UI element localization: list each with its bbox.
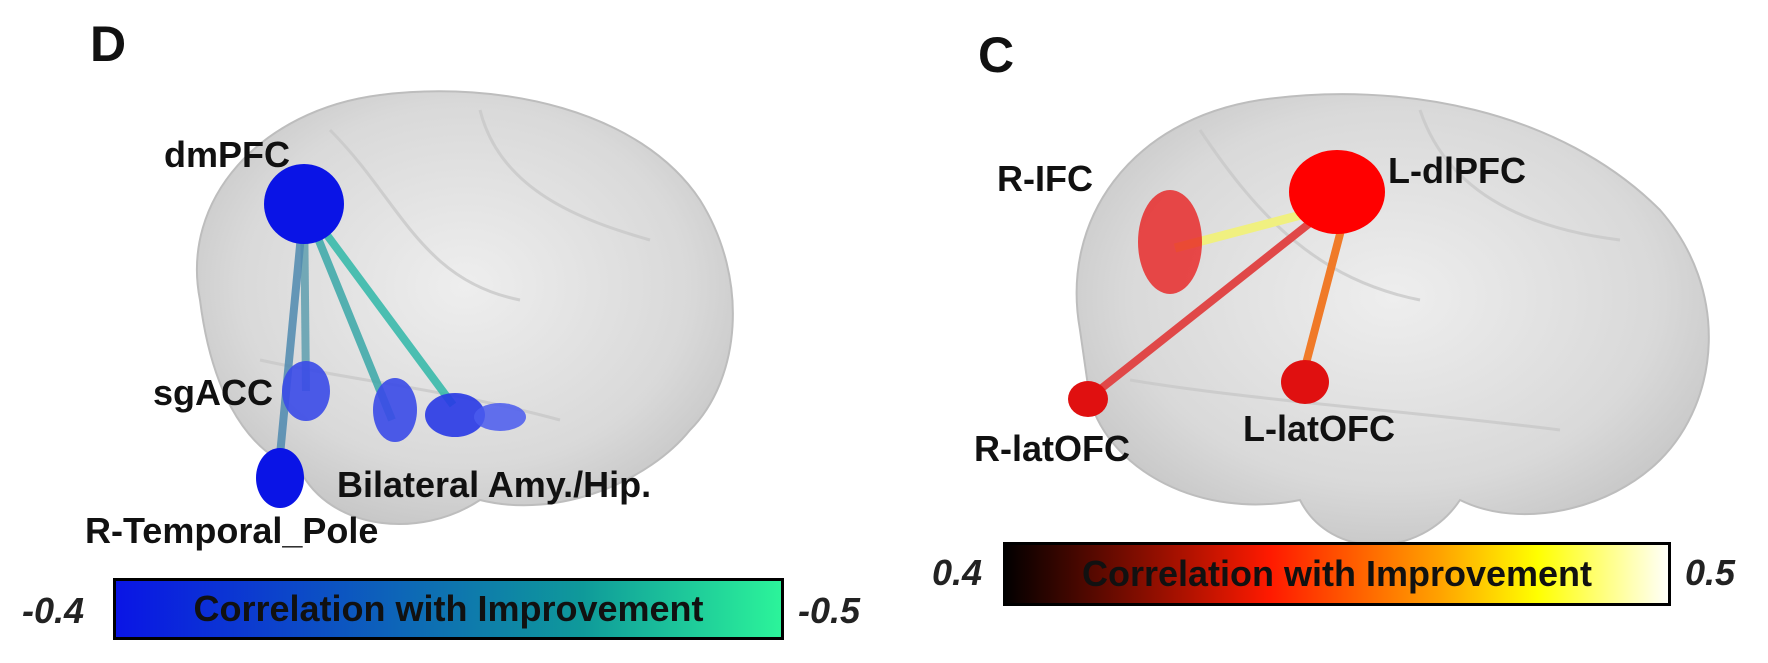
colorbar-left: Correlation with Improvement (113, 578, 784, 640)
node-amy-1 (373, 378, 417, 442)
edge-dmPFC-temporal-pole (274, 203, 308, 477)
colorbar-right: Correlation with Improvement (1003, 542, 1671, 606)
nodes-left (256, 164, 526, 508)
node-dmPFC (264, 164, 344, 244)
edge-dmPFC-amy-2 (300, 201, 457, 408)
region-label-r-ifc: R-IFC (997, 158, 1093, 199)
region-label-sgacc: sgACC (153, 372, 274, 413)
region-label-l-dlpfc: L-dlPFC (1388, 150, 1526, 191)
colorbar-label-right: Correlation with Improvement (1081, 553, 1593, 594)
brain-right (1075, 93, 1710, 546)
nodes-right (1068, 150, 1385, 417)
region-label-temporal-pole: R-Temporal_Pole (85, 510, 379, 551)
node-L-latOFC (1281, 360, 1329, 404)
region-label-amy-hip: Bilateral Amy./Hip. (337, 464, 652, 505)
colorbar-label-left: Correlation with Improvement (193, 588, 704, 629)
region-label-l-latofc: L-latOFC (1243, 408, 1395, 449)
colorbar-gradient-left (113, 578, 784, 640)
region-label-r-latofc: R-latOFC (974, 428, 1130, 469)
node-L-dlPFC (1289, 150, 1385, 234)
node-amy-2 (425, 393, 485, 437)
node-temporal-pole (256, 448, 304, 508)
colorbar-min-left: -0.4 (22, 590, 85, 631)
region-label-dmpfc: dmPFC (164, 134, 290, 175)
node-sgACC (282, 361, 330, 421)
node-R-latOFC (1068, 381, 1108, 417)
node-R-IFC (1138, 190, 1202, 294)
edge-LlatOFC-LdlPFC (1299, 213, 1349, 377)
colorbar-max-right: 0.5 (1685, 552, 1736, 593)
edge-RlatOFC-LdlPFC (1085, 211, 1323, 403)
colorbar-gradient-right (1003, 542, 1671, 606)
panel-letter-d: D (90, 16, 127, 72)
colorbar-max-left: -0.5 (798, 590, 861, 631)
panel-letter-c: C (978, 27, 1015, 83)
colorbar-min-right: 0.4 (932, 552, 983, 593)
node-amy-3 (474, 403, 526, 431)
